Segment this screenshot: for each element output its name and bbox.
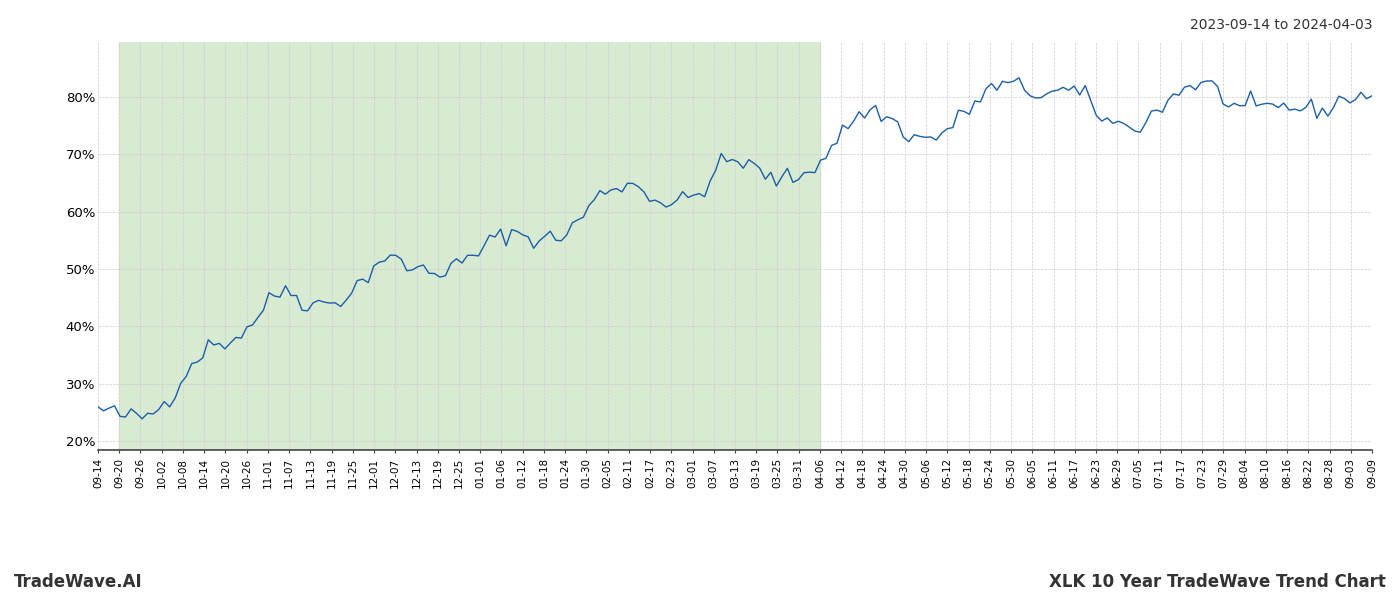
Text: TradeWave.AI: TradeWave.AI <box>14 573 143 591</box>
Text: XLK 10 Year TradeWave Trend Chart: XLK 10 Year TradeWave Trend Chart <box>1049 573 1386 591</box>
Bar <box>119 42 820 450</box>
Text: 2023-09-14 to 2024-04-03: 2023-09-14 to 2024-04-03 <box>1190 18 1372 32</box>
